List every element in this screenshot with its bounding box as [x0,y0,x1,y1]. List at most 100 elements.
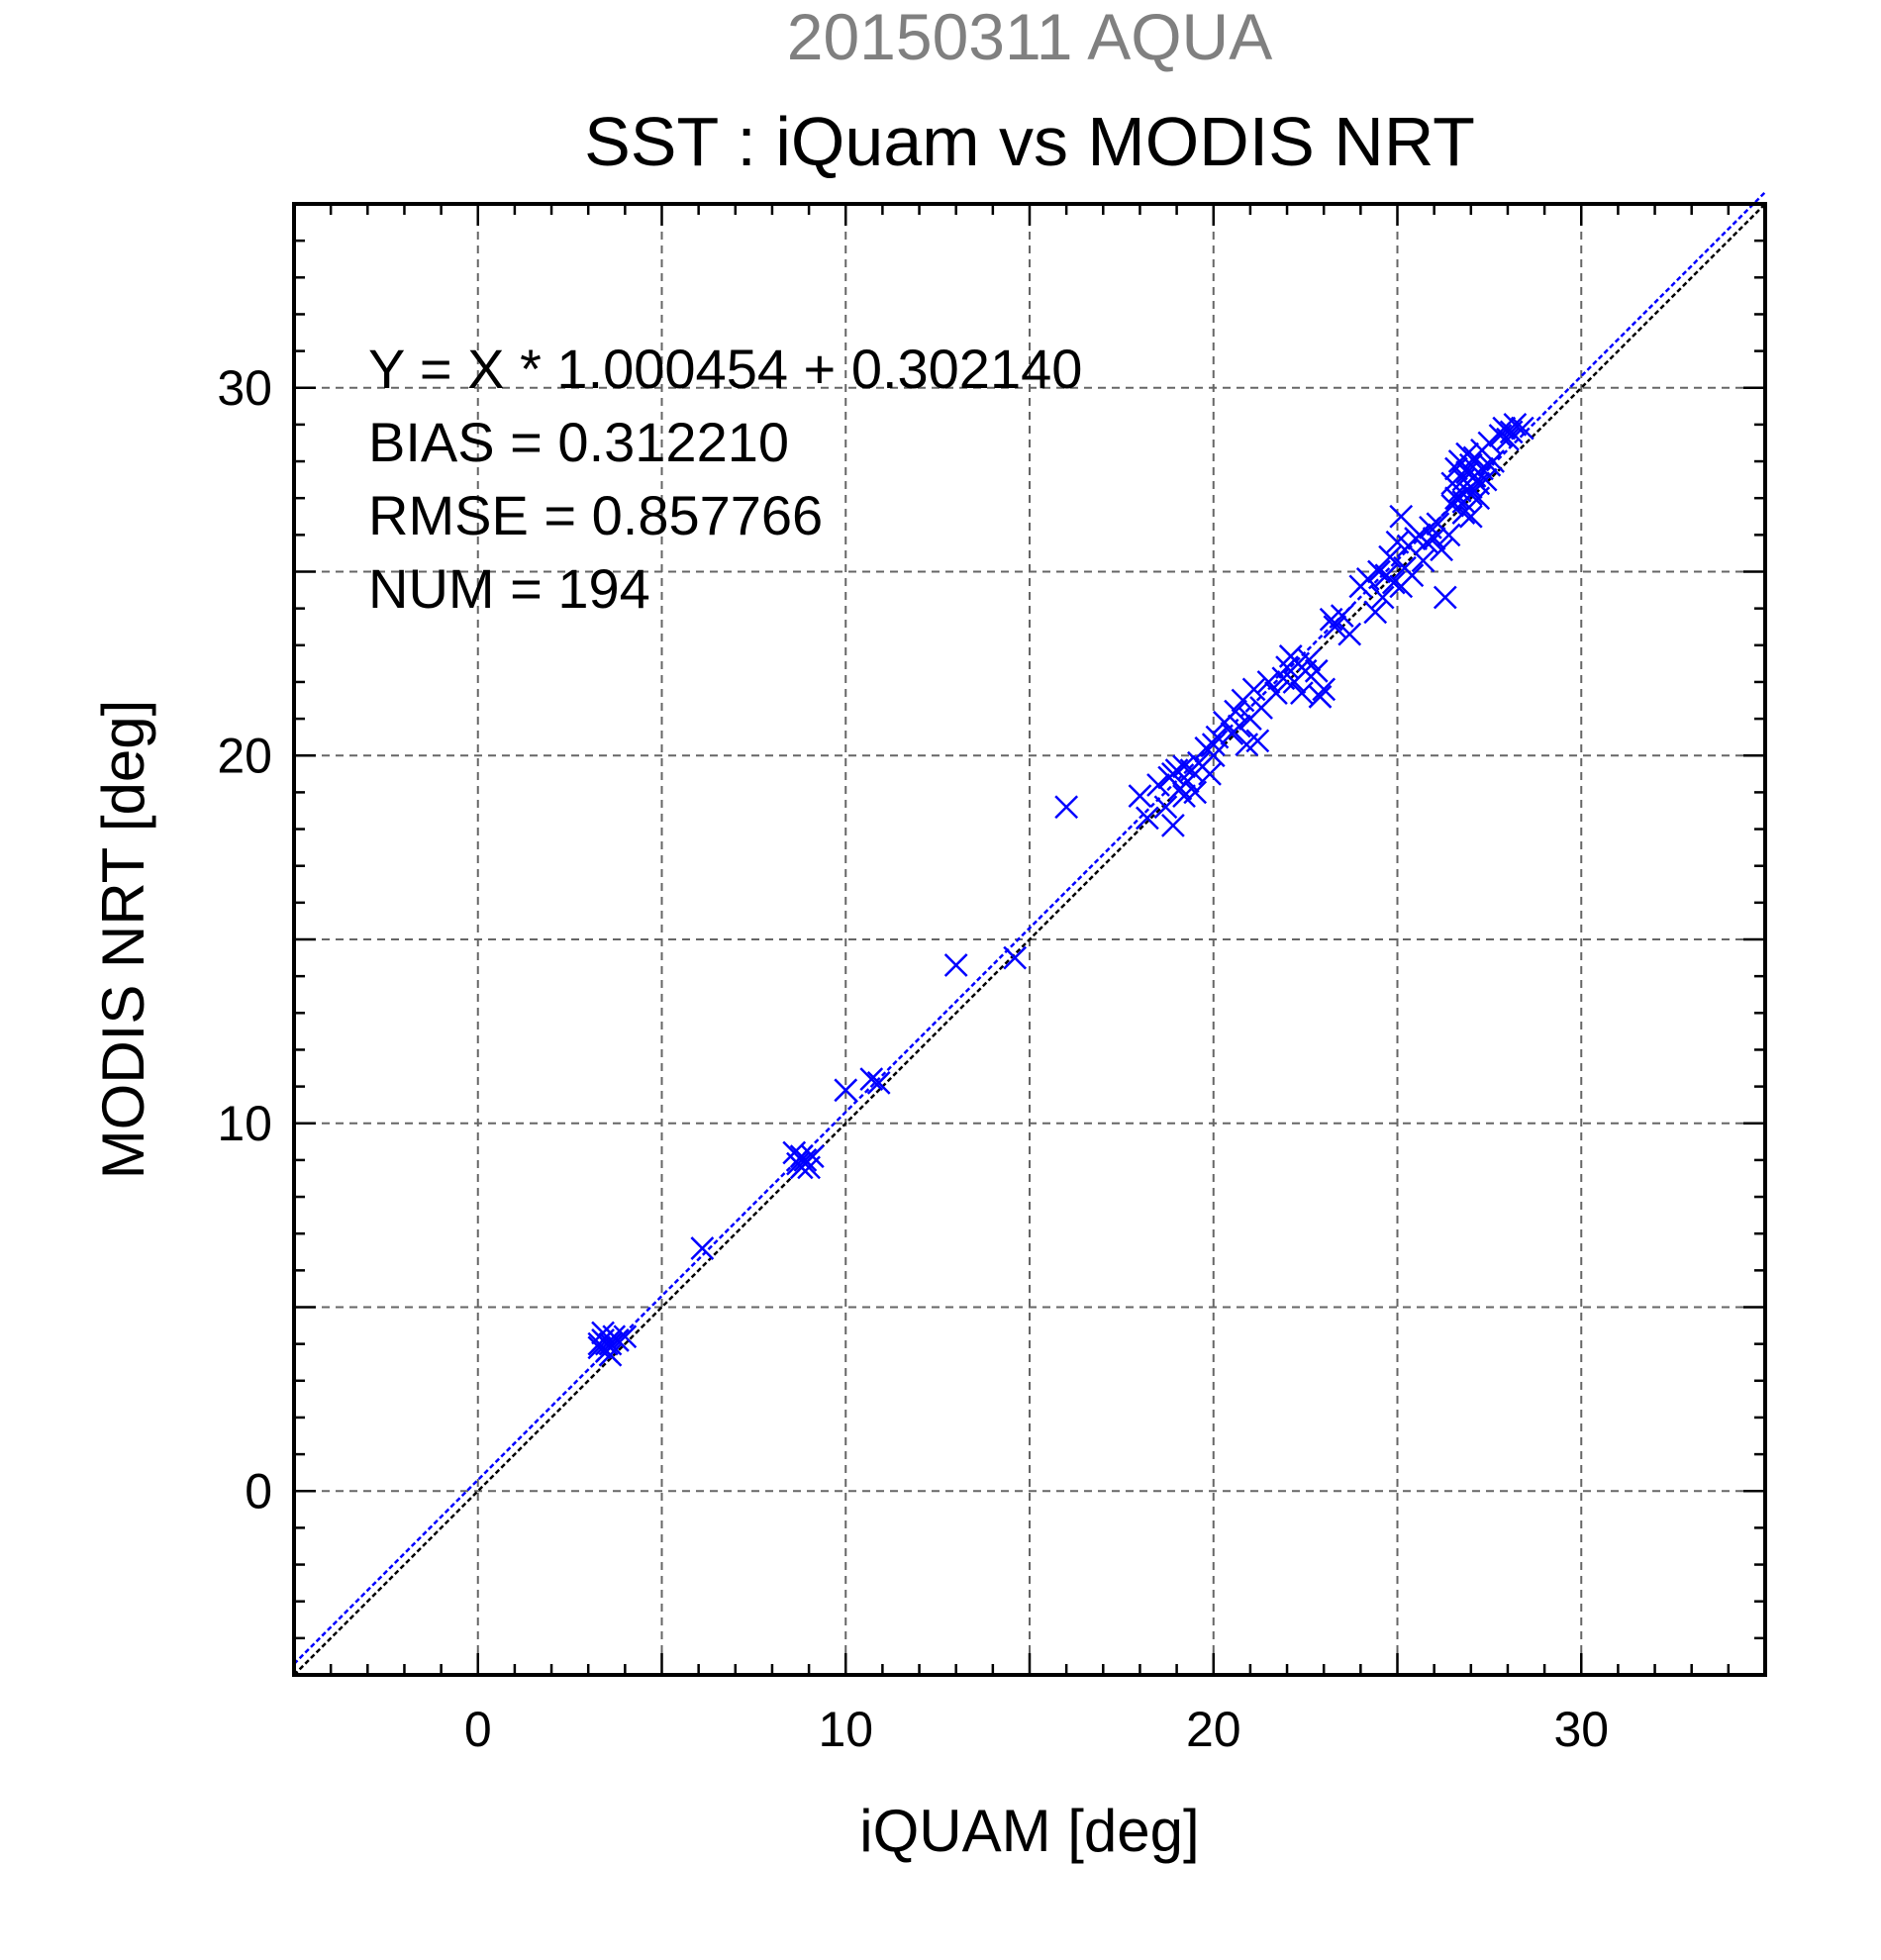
data-point [1444,486,1468,511]
x-tick-label: 10 [818,1702,873,1757]
data-point [1264,681,1288,705]
data-point [834,1078,858,1103]
data-point [1367,559,1391,584]
x-tick-label: 0 [464,1702,492,1757]
data-point-stroke [1003,945,1028,970]
data-point [613,1324,638,1349]
data-point [1510,416,1534,441]
data-point [943,953,968,977]
data-point-stroke [598,1331,623,1356]
data-point [1503,413,1528,437]
data-point-stroke [1389,504,1414,529]
data-point [1337,622,1362,646]
data-point [1161,813,1185,837]
data-point [1308,684,1333,709]
data-point-stroke [1510,416,1534,441]
data-point [1128,784,1152,808]
data-point [1458,482,1483,507]
one-to-one-line [293,203,1766,1676]
data-point-stroke [1503,413,1528,437]
data-point [1245,729,1270,753]
data-point [1304,658,1329,683]
data-point-stroke [1451,501,1476,525]
stats-line: RMSE = 0.857766 [368,484,823,546]
data-point [1378,544,1402,569]
data-point-stroke [1444,456,1468,481]
data-point-stroke [1304,658,1329,683]
data-point [1370,585,1395,610]
data-point-stroke [1290,681,1314,705]
data-point [1458,504,1483,529]
data-point-stroke [1161,813,1185,837]
data-point-stroke [1355,567,1380,591]
data-point-stroke [1458,452,1483,477]
data-point [1436,523,1461,547]
data-point [1290,681,1314,705]
data-point [1183,780,1208,805]
data-point [793,1148,818,1172]
data-point-stroke [866,1071,891,1095]
data-point-stroke [1224,699,1247,724]
data-point-stroke [598,1342,623,1367]
data-point-stroke [1054,795,1079,820]
x-tick-label: 20 [1186,1702,1241,1757]
x-axis-label: iQUAM [deg] [859,1798,1199,1864]
y-tick-label: 30 [217,360,272,416]
data-point-stroke [1385,530,1410,554]
data-point [1205,725,1230,749]
data-point [1190,754,1215,779]
data-point-stroke [1444,486,1468,511]
data-point [598,1331,623,1356]
data-point [1003,945,1028,970]
x-tick-label: 30 [1553,1702,1609,1757]
data-point-stroke [1205,725,1230,749]
data-point-stroke [1241,677,1266,702]
data-point [1415,530,1439,554]
data-point-stroke [943,953,968,977]
data-point [1135,806,1159,831]
data-point [1153,795,1178,820]
data-point [1481,449,1505,473]
data-point [606,1328,630,1352]
data-point-stroke [606,1328,630,1352]
data-point-stroke [1128,784,1152,808]
data-point-stroke [1470,456,1494,481]
data-point [1400,563,1425,588]
data-point-stroke [1190,754,1215,779]
data-point-stroke [587,1331,612,1356]
data-point-stroke [1458,504,1483,529]
data-point-stroke [1378,544,1402,569]
data-point [1363,600,1388,625]
data-point-stroke [1297,647,1322,672]
data-point [1201,733,1226,756]
data-point [1433,585,1457,610]
data-point-stroke [1430,538,1453,562]
data-point [1312,677,1336,702]
data-point [1146,773,1170,797]
data-point-stroke [1264,681,1288,705]
data-point-stroke [834,1078,858,1103]
data-point-stroke [1426,512,1450,537]
data-point [1297,647,1322,672]
data-point [1256,670,1281,694]
y-tick-label: 10 [217,1096,272,1151]
data-point [1381,570,1406,595]
data-point-stroke [1337,622,1362,646]
data-point-stroke [1458,482,1483,507]
data-point-stroke [1481,449,1505,473]
stats-box: Y = X * 1.000454 + 0.302140 BIAS = 0.312… [368,338,1082,620]
data-point-stroke [793,1148,818,1172]
data-point [1411,548,1436,573]
data-points [587,413,1534,1367]
data-point-stroke [1363,600,1388,625]
data-point-stroke [1370,585,1395,610]
data-point [1161,761,1185,786]
data-point-stroke [1312,677,1336,702]
data-point [859,1067,884,1092]
data-point [1389,504,1414,529]
data-point-stroke [1422,527,1446,550]
data-point-stroke [1419,516,1442,539]
tick-labels: 0 10 20 30 0 10 20 30 [217,360,1609,1757]
regression-fit-line [293,191,1766,1665]
data-point [1227,714,1251,738]
